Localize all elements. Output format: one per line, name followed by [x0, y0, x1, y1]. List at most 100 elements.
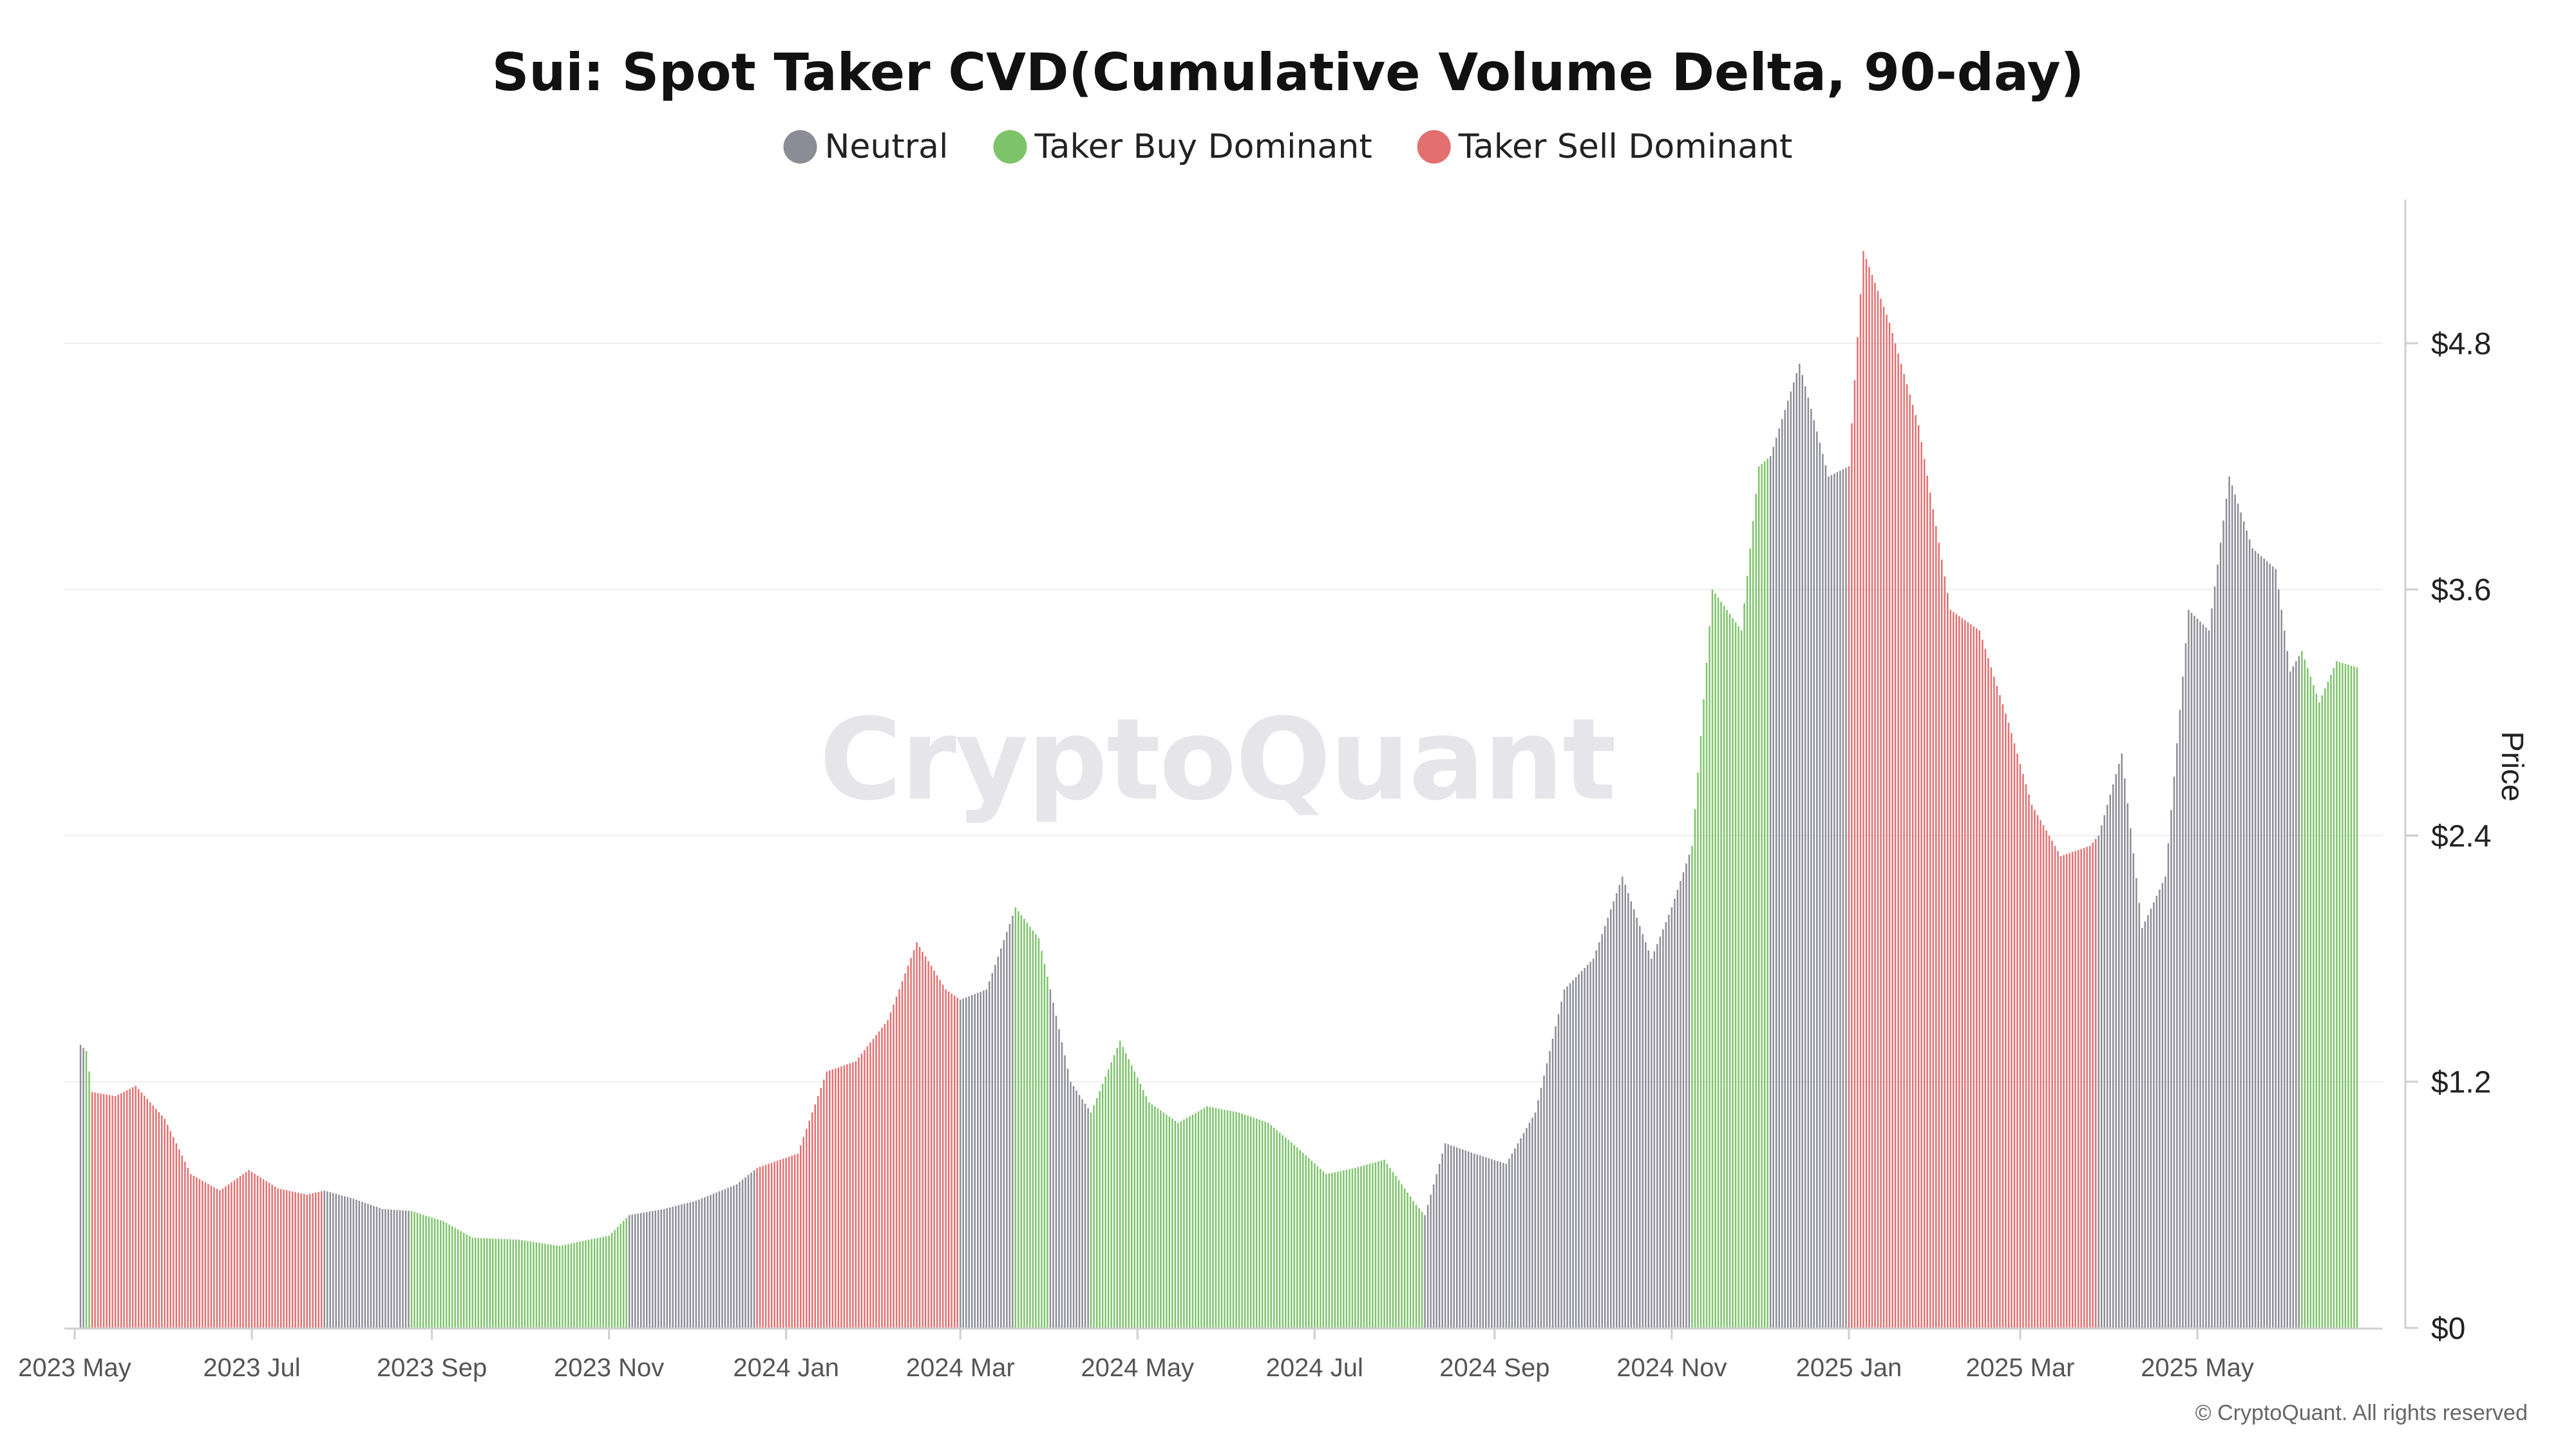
price-bar	[573, 1242, 575, 1328]
price-bar	[791, 1155, 793, 1328]
price-bar	[605, 1236, 607, 1328]
price-bar	[2034, 810, 2036, 1328]
price-bar	[1793, 382, 1795, 1328]
price-bar	[2242, 521, 2245, 1328]
price-bar	[245, 1171, 247, 1328]
price-bar	[614, 1229, 616, 1328]
price-bar	[712, 1193, 715, 1328]
legend-swatch	[1417, 130, 1451, 164]
price-bar	[1636, 917, 1638, 1328]
price-bar	[811, 1112, 813, 1328]
price-bar	[504, 1239, 506, 1328]
price-bar	[100, 1094, 102, 1328]
price-bar	[1598, 942, 1600, 1328]
price-bar	[352, 1198, 355, 1328]
price-bar	[335, 1193, 337, 1328]
price-bar	[1349, 1169, 1350, 1328]
price-bar	[317, 1191, 319, 1328]
price-bar	[428, 1217, 430, 1328]
price-bar	[193, 1175, 195, 1328]
price-bar	[1276, 1130, 1278, 1328]
price-bar	[387, 1209, 390, 1328]
price-bar	[1444, 1143, 1446, 1328]
price-bar	[741, 1179, 744, 1328]
price-bar	[1064, 1055, 1066, 1328]
price-bar	[706, 1196, 709, 1328]
price-bar	[1343, 1170, 1345, 1328]
price-bar	[1682, 872, 1685, 1328]
price-bar	[735, 1184, 738, 1328]
price-bar	[1145, 1096, 1148, 1328]
price-bar	[1087, 1108, 1089, 1328]
price-bar	[1528, 1122, 1531, 1328]
price-bar	[634, 1214, 636, 1328]
price-bar	[831, 1069, 834, 1328]
price-bar	[236, 1178, 238, 1328]
price-bar	[283, 1189, 285, 1328]
price-bar	[2275, 569, 2277, 1328]
price-bar	[233, 1180, 236, 1328]
price-bar	[1915, 415, 1917, 1328]
price-bar	[425, 1215, 427, 1328]
price-bar	[1790, 391, 1792, 1328]
price-bar	[1746, 576, 1748, 1328]
price-bar	[1618, 884, 1620, 1328]
price-bar	[2103, 815, 2105, 1328]
price-bar	[410, 1211, 413, 1328]
price-bar	[1476, 1154, 1479, 1328]
price-bar	[2263, 558, 2265, 1329]
price-bar	[2222, 520, 2224, 1328]
price-bar	[1508, 1159, 1510, 1328]
price-bar	[1357, 1167, 1359, 1328]
price-bar	[1973, 626, 1975, 1328]
price-bar	[1128, 1059, 1130, 1328]
price-bar	[846, 1064, 848, 1328]
price-bar	[1697, 772, 1699, 1328]
price-bar	[1081, 1099, 1083, 1328]
price-bar	[2031, 804, 2033, 1328]
price-bar	[1645, 942, 1647, 1328]
price-bar	[2234, 494, 2236, 1329]
price-bar	[1799, 363, 1801, 1328]
price-bar	[2347, 665, 2349, 1328]
price-bar	[350, 1198, 352, 1328]
price-bar	[1386, 1164, 1388, 1328]
price-bar	[2138, 903, 2141, 1328]
price-bar	[547, 1244, 549, 1328]
price-bar	[974, 994, 976, 1328]
price-bar	[2155, 896, 2158, 1328]
price-bar	[346, 1197, 349, 1328]
price-bar	[1575, 977, 1577, 1328]
price-bar	[1368, 1164, 1371, 1328]
price-bar	[442, 1221, 444, 1328]
price-bar	[1218, 1108, 1220, 1328]
price-bar	[2071, 851, 2074, 1328]
price-bar	[2063, 855, 2065, 1328]
price-bar	[965, 997, 967, 1328]
price-bar	[1340, 1171, 1342, 1328]
price-bar	[1171, 1119, 1173, 1328]
price-bar	[1162, 1112, 1165, 1328]
price-bar	[431, 1217, 433, 1328]
y-tick-label: $2.4	[2431, 819, 2491, 853]
price-bar	[663, 1209, 665, 1328]
price-bar	[1308, 1158, 1310, 1328]
price-bar	[1578, 974, 1580, 1328]
price-bar	[898, 989, 900, 1328]
price-bar	[433, 1218, 436, 1328]
price-bar	[114, 1096, 117, 1328]
price-bar	[2196, 618, 2199, 1328]
price-bar	[1970, 624, 1972, 1328]
price-bar	[1403, 1188, 1406, 1328]
price-bar	[672, 1206, 674, 1328]
price-bar	[1752, 521, 1754, 1328]
price-bar	[808, 1121, 810, 1328]
price-bar	[701, 1198, 703, 1328]
price-bar	[227, 1184, 230, 1328]
price-bar	[881, 1027, 883, 1328]
price-bar	[2211, 608, 2213, 1328]
price-bar	[1287, 1140, 1289, 1328]
x-tick-label: 2025 Jan	[1796, 1354, 1902, 1382]
price-bar	[887, 1020, 889, 1328]
price-bar	[2284, 630, 2286, 1329]
